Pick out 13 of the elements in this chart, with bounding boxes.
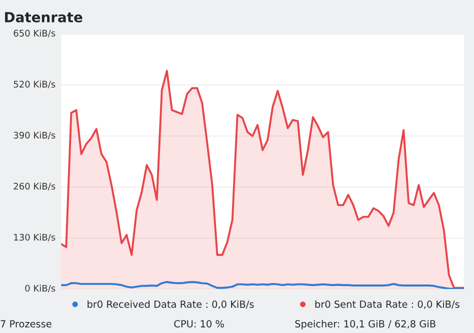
line-series	[61, 281, 464, 290]
y-tick-label: 520 KiB/s	[14, 80, 56, 88]
y-tick-label: 650 KiB/s	[14, 30, 56, 38]
y-tick-label: 130 KiB/s	[14, 234, 56, 242]
text: CPU: 10 %	[174, 320, 224, 328]
legend-label: br0 Sent Data Rate : 0,0 KiB/s	[315, 300, 460, 309]
y-tick-label: 0 KiB/s	[25, 284, 56, 292]
text: Speicher: 10,1 GiB / 62,8 GiB	[295, 320, 436, 330]
y-tick-label: 390 KiB/s	[14, 132, 56, 140]
legend-label: br0 Received Data Rate : 0,0 KiB/s	[88, 300, 254, 309]
text: 7 Prozesse	[0, 320, 52, 328]
y-tick-label: 260 KiB/s	[14, 182, 56, 190]
chart-title: Datenrate	[5, 12, 82, 22]
